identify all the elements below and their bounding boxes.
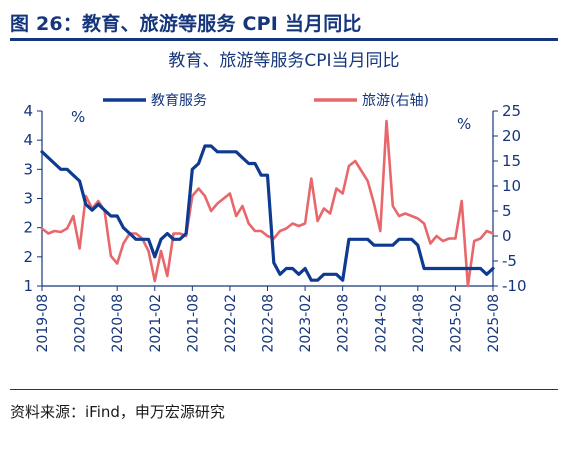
x-tick-label: 2022-08 — [261, 294, 277, 353]
chart-title: 教育、旅游等服务CPI当月同比 — [168, 51, 400, 71]
x-tick-label: 2023-02 — [298, 294, 314, 353]
legend-label-education: 教育服务 — [151, 93, 207, 109]
left-y-tick-label: 4 — [23, 131, 33, 149]
left-y-tick-label: 3 — [23, 160, 33, 178]
x-tick-label: 2019-08 — [35, 294, 51, 353]
right-y-tick-label: -5 — [502, 252, 517, 270]
x-tick-label: 2023-08 — [336, 294, 352, 353]
x-tick-label: 2020-08 — [110, 294, 126, 353]
right-unit-label: % — [457, 115, 471, 133]
series-line-tourism — [40, 119, 495, 288]
right-y-tick-label: 15 — [502, 152, 521, 170]
title-rule — [10, 38, 558, 41]
x-tick-label: 2025-08 — [486, 294, 502, 353]
left-y-tick-label: 3 — [23, 190, 33, 208]
right-y-tick-label: 25 — [502, 102, 521, 120]
right-y-tick-label: 5 — [502, 202, 512, 220]
series-layer — [40, 119, 495, 288]
right-y-tick-label: 10 — [502, 177, 521, 195]
left-y-tick-label: 1 — [23, 277, 33, 295]
legend-label-tourism: 旅游(右轴) — [362, 93, 429, 109]
source-note: 资料来源：iFind，申万宏源研究 — [10, 403, 225, 421]
series-line-education — [40, 144, 495, 282]
x-tick-label: 2021-02 — [148, 294, 164, 353]
right-y-tick-label: -10 — [502, 277, 527, 295]
left-y-tick-label: 4 — [23, 102, 33, 120]
left-y-tick-label: 2 — [23, 219, 33, 237]
right-y-tick-label: 20 — [502, 127, 521, 145]
x-tick-label: 2022-02 — [223, 294, 239, 353]
x-tick-label: 2021-08 — [185, 294, 201, 353]
figure-title: 图 26：教育、旅游等服务 CPI 当月同比 — [10, 13, 362, 35]
source-rule — [10, 389, 558, 390]
left-y-tick-label: 2 — [23, 248, 33, 266]
x-tick-label: 2020-02 — [73, 294, 89, 353]
x-tick-label: 2025-02 — [448, 294, 464, 353]
axes: 1 2 2 3 3 4 4 -10 -5 0 5 10 15 20 25% % 2019-08 2020-02 20… — [23, 102, 526, 353]
x-tick-label: 2024-08 — [411, 294, 427, 353]
left-unit-label: % — [71, 108, 85, 126]
legend: 教育服务 旅游(右轴) — [103, 93, 429, 109]
line-chart: 1 2 2 3 3 4 4 -10 -5 0 5 10 15 20 25% % 2019-08 2020-02 20… — [23, 93, 526, 353]
x-tick-label: 2024-02 — [373, 294, 389, 353]
right-y-tick-label: 0 — [502, 227, 512, 245]
